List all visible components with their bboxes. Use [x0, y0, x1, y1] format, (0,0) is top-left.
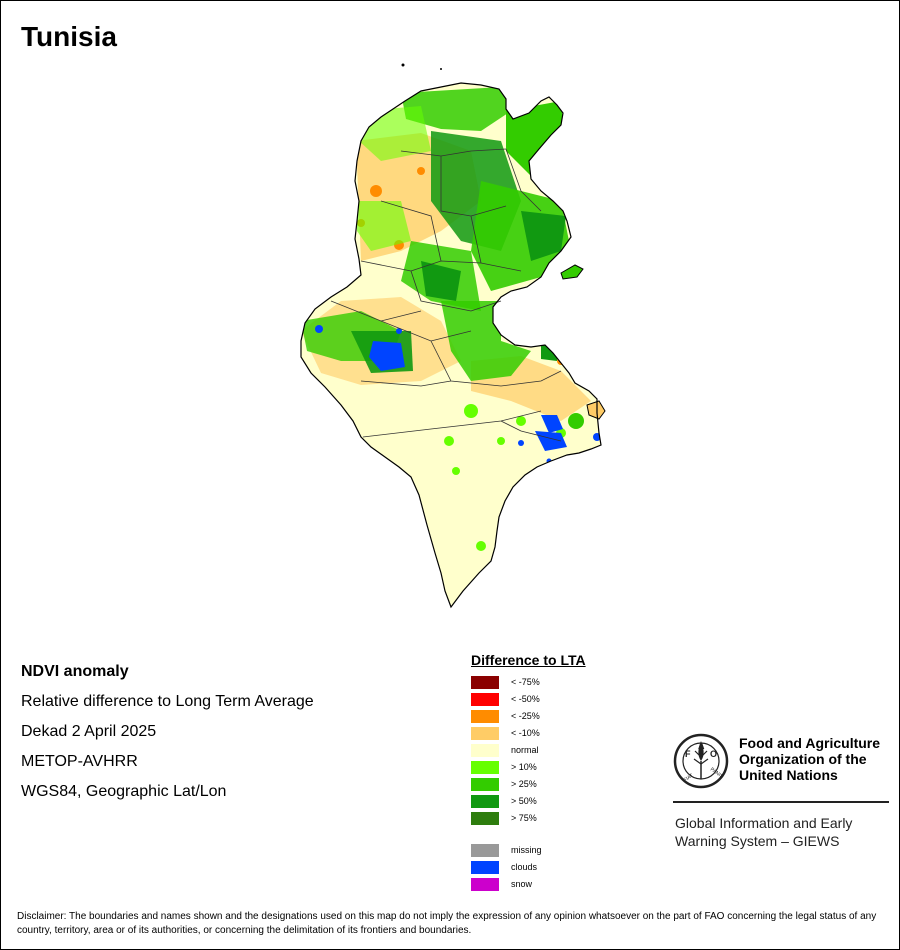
fao-name-line: United Nations	[739, 767, 838, 783]
legend-item: > 75%	[471, 810, 631, 827]
legend-label: < -10%	[511, 728, 540, 738]
legend-extra: missing clouds snow	[471, 842, 631, 893]
projection-label: WGS84, Geographic Lat/Lon	[21, 783, 227, 800]
legend-label: < -25%	[511, 711, 540, 721]
map-info: NDVI anomaly Relative difference to Long…	[21, 657, 441, 807]
legend-label: > 25%	[511, 779, 537, 789]
legend-label: > 75%	[511, 813, 537, 823]
legend-item: < -75%	[471, 674, 631, 691]
legend-label: snow	[511, 879, 533, 889]
fao-organization-name: Food and Agriculture Organization of the…	[739, 735, 899, 783]
legend-swatch	[471, 844, 499, 857]
legend-swatch	[471, 812, 499, 825]
tunisia-map	[300, 63, 606, 609]
emblem-letter: A	[698, 741, 705, 751]
legend: Difference to LTA < -75% < -50% < -25% < -1…	[471, 652, 631, 893]
legend-swatch	[471, 878, 499, 891]
legend-item: snow	[471, 876, 631, 893]
legend-classes: < -75% < -50% < -25% < -10% normal > 10% > 25%…	[471, 674, 631, 827]
map-title: Tunisia	[21, 21, 117, 52]
kerkennah-island	[560, 264, 584, 280]
islet	[440, 68, 442, 70]
legend-item: clouds	[471, 859, 631, 876]
product-description: Relative difference to Long Term Average	[21, 693, 314, 710]
legend-title: Difference to LTA	[471, 652, 586, 668]
legend-item: > 10%	[471, 759, 631, 776]
sensor-label: METOP-AVHRR	[21, 753, 138, 770]
legend-swatch	[471, 693, 499, 706]
legend-swatch	[471, 761, 499, 774]
legend-item: < -25%	[471, 708, 631, 725]
legend-swatch	[471, 727, 499, 740]
legend-swatch	[471, 778, 499, 791]
national-border	[300, 82, 602, 609]
islet	[401, 63, 405, 67]
legend-swatch	[471, 744, 499, 757]
legend-item: missing	[471, 842, 631, 859]
legend-swatch	[471, 795, 499, 808]
fao-name-line: Food and Agriculture	[739, 735, 881, 751]
giews-line: Warning System – GIEWS	[675, 833, 840, 849]
legend-label: normal	[511, 745, 539, 755]
legend-label: < -50%	[511, 694, 540, 704]
product-name: NDVI anomaly	[21, 663, 129, 680]
giews-name: Global Information and Early Warning Sys…	[675, 814, 891, 850]
fao-name-line: Organization of the	[739, 751, 867, 767]
emblem-motto: FIAT	[683, 773, 695, 784]
legend-label: clouds	[511, 862, 538, 872]
legend-swatch	[471, 710, 499, 723]
fao-emblem-icon: F A O FIAT PANIS	[673, 733, 729, 789]
legend-item: < -50%	[471, 691, 631, 708]
legend-item: > 50%	[471, 793, 631, 810]
governorate-boundaries	[330, 148, 562, 442]
fao-divider	[673, 801, 889, 803]
legend-label: > 10%	[511, 762, 537, 772]
legend-label: < -75%	[511, 677, 540, 687]
period-label: Dekad 2 April 2025	[21, 723, 157, 740]
disclaimer: Disclaimer: The boundaries and names sho…	[17, 911, 877, 936]
emblem-letter: O	[710, 749, 717, 759]
legend-swatch	[471, 861, 499, 874]
legend-label: missing	[511, 845, 542, 855]
anomaly-patches	[301, 87, 601, 551]
legend-label: > 50%	[511, 796, 537, 806]
emblem-letter: F	[685, 749, 691, 759]
legend-item: > 25%	[471, 776, 631, 793]
giews-line: Global Information and Early	[675, 815, 853, 831]
emblem-motto: PANIS	[709, 767, 725, 781]
legend-item: normal	[471, 742, 631, 759]
legend-item: < -10%	[471, 725, 631, 742]
legend-swatch	[471, 676, 499, 689]
